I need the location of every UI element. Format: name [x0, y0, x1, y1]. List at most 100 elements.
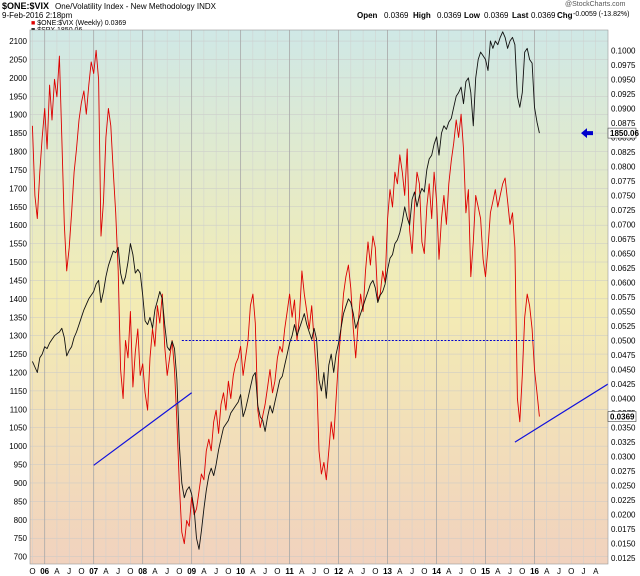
right-tick-label: 0.0775 [611, 177, 636, 186]
left-tick-label: 700 [14, 553, 28, 562]
right-tick-label: 0.0825 [611, 148, 636, 157]
left-tick-label: 1000 [9, 442, 27, 451]
x-tick-label: 06 [40, 567, 49, 576]
annotation-layer [93, 340, 608, 466]
x-tick-label: O [323, 567, 329, 576]
x-tick-label: J [361, 567, 365, 576]
right-tick-label: 0.1000 [611, 46, 636, 55]
left-tick-label: 1350 [9, 313, 27, 322]
right-tick-label: 0.0675 [611, 235, 636, 244]
x-tick-label: O [225, 567, 231, 576]
right-tick-label: 0.0650 [611, 249, 636, 258]
left-tick-label: 1050 [9, 424, 27, 433]
right-tick-label: 0.0975 [611, 61, 636, 70]
left-tick-label: 1400 [9, 295, 27, 304]
left-tick-label: 1650 [9, 203, 27, 212]
left-tick-label: 1250 [9, 350, 27, 359]
x-tick-label: A [397, 567, 403, 576]
x-tick-label: 09 [187, 567, 196, 576]
x-tick-label: A [250, 567, 256, 576]
price-arrow-icon [581, 128, 593, 139]
x-tick-label: O [372, 567, 378, 576]
x-tick-label: O [274, 567, 280, 576]
left-tick-label: 1950 [9, 92, 27, 101]
x-tick-label: O [29, 567, 35, 576]
x-tick-label: 16 [530, 567, 539, 576]
x-tick-label: J [165, 567, 169, 576]
left-tick-label: 2100 [9, 37, 27, 46]
x-tick-label: J [508, 567, 512, 576]
last-value: 0.0369 [531, 11, 556, 20]
right-tick-label: 0.0600 [611, 278, 636, 287]
left-tick-label: 1900 [9, 111, 27, 120]
right-tick-label: 0.0625 [611, 264, 636, 273]
x-tick-label: A [299, 567, 305, 576]
x-tick-label: 14 [432, 567, 441, 576]
spx-series-line [31, 31, 540, 550]
right-tick-label: 0.0500 [611, 337, 636, 346]
left-tick-label: 1600 [9, 221, 27, 230]
x-tick-label: A [348, 567, 354, 576]
legend-vix: ■ $ONE:$VIX (Weekly) 0.0369 [31, 20, 126, 27]
x-tick-label: 12 [334, 567, 343, 576]
left-tick-label: 1550 [9, 240, 27, 249]
x-tick-label: J [459, 567, 463, 576]
marker-layer: 1850.06 0.0369 [581, 127, 639, 422]
index-name: One/Volatility Index - New Methodology I… [55, 2, 216, 11]
x-tick-label: A [593, 567, 599, 576]
x-tick-label: J [557, 567, 561, 576]
right-tick-label: 0.0225 [611, 496, 636, 505]
x-tick-label: O [470, 567, 476, 576]
left-tick-label: 1850 [9, 129, 27, 138]
x-tick-label: J [410, 567, 414, 576]
left-tick-label: 1150 [10, 387, 28, 396]
right-tick-label: 0.0725 [611, 206, 636, 215]
credit-label: @StockCharts.com [565, 1, 626, 8]
x-tick-label: O [568, 567, 574, 576]
high-value: 0.0369 [437, 11, 462, 20]
x-tick-label: J [214, 567, 218, 576]
right-tick-label: 0.0475 [611, 351, 636, 360]
low-label: Low [464, 11, 480, 20]
open-value: 0.0369 [384, 11, 409, 20]
right-tick-label: 0.0875 [611, 119, 636, 128]
right-tick-label: 0.0800 [611, 162, 636, 171]
plot-background [30, 30, 608, 564]
series-layer [31, 31, 540, 550]
legend-vix-swatch: ■ [31, 20, 36, 27]
x-tick-label: 13 [383, 567, 392, 576]
left-tick-label: 1500 [9, 258, 27, 267]
right-tick-label: 0.0425 [611, 380, 636, 389]
left-tick-label: 1200 [9, 368, 27, 377]
x-tick-label: J [312, 567, 316, 576]
right-tick-label: 0.0150 [611, 540, 636, 549]
x-tick-label: 10 [236, 567, 245, 576]
right-tick-label: 0.0250 [611, 482, 636, 491]
spx-last-label: 1850.06 [610, 129, 639, 138]
left-tick-label: 1100 [10, 405, 28, 414]
left-tick-label: 2050 [9, 55, 27, 64]
right-axis-ticks: 0.1000 0.0975 0.0950 0.0925 0.0900 0.0875 0.08… [611, 46, 636, 563]
right-tick-label: 0.0925 [611, 90, 636, 99]
legend-vix-text: $ONE:$VIX (Weekly) 0.0369 [37, 20, 127, 27]
left-tick-label: 750 [14, 534, 28, 543]
last-label: Last [512, 11, 529, 20]
vix-series-line [31, 49, 540, 545]
spx-last-box [607, 127, 637, 139]
left-tick-label: 1300 [9, 332, 27, 341]
x-tick-label: J [67, 567, 71, 576]
right-tick-label: 0.0350 [611, 424, 636, 433]
x-tick-label: 15 [481, 567, 490, 576]
left-tick-label: 1450 [9, 276, 27, 285]
right-tick-label: 0.0200 [611, 511, 636, 520]
right-tick-label: 0.0125 [611, 554, 636, 563]
left-tick-label: 1750 [9, 166, 27, 175]
left-tick-label: 900 [14, 479, 28, 488]
right-tick-label: 0.0325 [611, 438, 636, 447]
right-tick-label: 0.0550 [611, 308, 636, 317]
left-tick-label: 800 [14, 516, 28, 525]
left-tick-label: 1800 [9, 148, 27, 157]
x-tick-label: O [519, 567, 525, 576]
right-tick-label: 0.0175 [611, 525, 636, 534]
x-tick-label: 08 [138, 567, 147, 576]
